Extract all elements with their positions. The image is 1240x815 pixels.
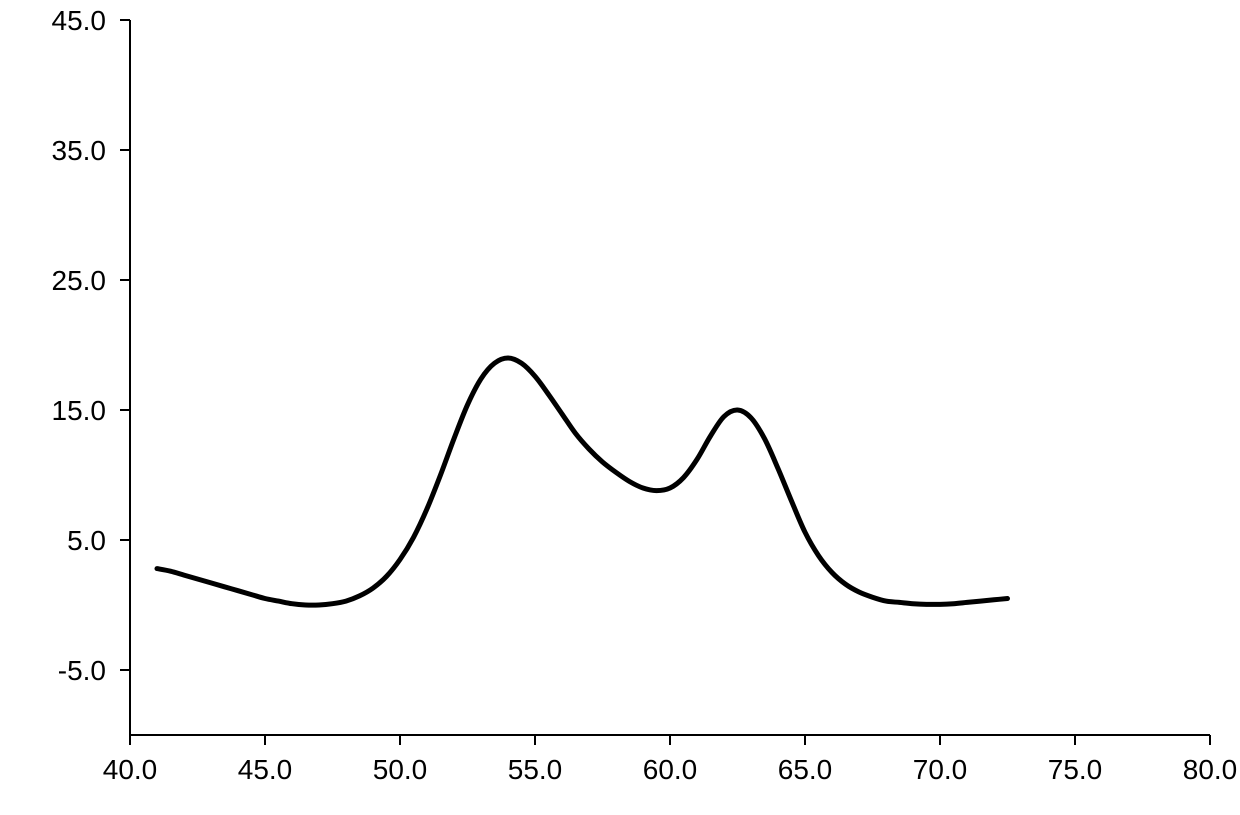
x-tick-label: 50.0 <box>373 754 428 785</box>
y-tick-label: 45.0 <box>52 5 107 36</box>
x-tick-label: 80.0 <box>1183 754 1238 785</box>
y-tick-label: 5.0 <box>67 525 106 556</box>
x-tick-label: 75.0 <box>1048 754 1103 785</box>
x-tick-label: 40.0 <box>103 754 158 785</box>
x-tick-label: 65.0 <box>778 754 833 785</box>
x-tick-label: 55.0 <box>508 754 563 785</box>
y-tick-label: 25.0 <box>52 265 107 296</box>
y-tick-label: -5.0 <box>58 655 106 686</box>
line-chart: 40.0 45.0 50.0 55.0 60.0 65.0 70.0 75.0 80.0 -5.0… <box>0 0 1240 815</box>
y-tick-label: 35.0 <box>52 135 107 166</box>
y-tick-label: 15.0 <box>52 395 107 426</box>
x-tick-label: 70.0 <box>913 754 968 785</box>
x-tick-label: 45.0 <box>238 754 293 785</box>
x-tick-label: 60.0 <box>643 754 698 785</box>
chart-container: 40.0 45.0 50.0 55.0 60.0 65.0 70.0 75.0 80.0 -5.0… <box>0 0 1240 815</box>
